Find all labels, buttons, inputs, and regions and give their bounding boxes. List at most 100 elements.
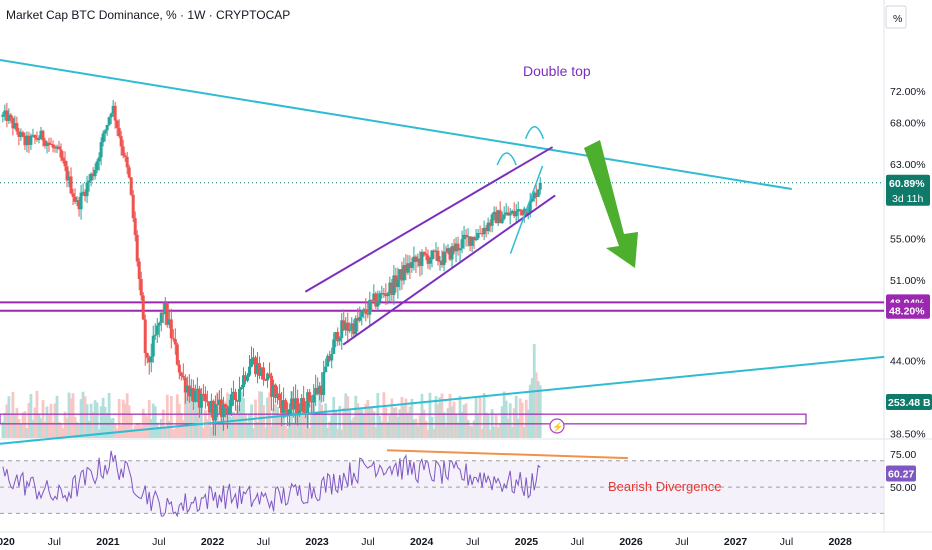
volume-bar — [151, 403, 155, 438]
candle-body — [402, 265, 406, 281]
volume-bar — [31, 419, 35, 438]
candle-body — [478, 233, 482, 235]
candle-body — [241, 375, 245, 388]
zone-tag-lower — [886, 302, 930, 319]
candle-body — [292, 398, 296, 410]
y-tick-label: 51.00% — [890, 275, 926, 287]
volume-bar — [498, 424, 502, 438]
candle-body — [203, 394, 207, 402]
volume-bar — [39, 418, 43, 438]
candle-body — [11, 118, 15, 129]
candle-body — [187, 385, 191, 397]
candle-body — [69, 176, 73, 194]
candle-body — [113, 105, 117, 121]
volume-bar — [304, 401, 308, 438]
candle-body — [179, 372, 183, 376]
candle-body — [468, 236, 472, 246]
candle-body — [89, 173, 93, 181]
volume-bar — [292, 422, 296, 438]
volume-bar — [512, 408, 516, 438]
volume-bar — [308, 427, 312, 438]
volume-bar — [340, 429, 344, 438]
volume-bar — [264, 427, 267, 438]
volume-bar — [185, 398, 189, 438]
volume-bar — [99, 406, 103, 438]
volume-bar — [536, 381, 540, 438]
candle-body — [55, 146, 59, 149]
candle-body — [243, 375, 247, 381]
candle-body — [444, 251, 448, 253]
x-tick-label: Jul — [675, 536, 688, 548]
candle-body — [374, 293, 378, 307]
candle-body — [364, 309, 368, 314]
candle-body — [1, 114, 5, 117]
volume-bar — [17, 419, 21, 438]
scale-mode-button[interactable] — [885, 5, 907, 29]
x-tick-label: 2020 — [0, 536, 15, 548]
volume-bar — [332, 397, 336, 438]
volume-bar — [234, 414, 237, 438]
volume-bar — [352, 417, 356, 438]
candle-body — [462, 234, 466, 240]
candle-body — [342, 320, 346, 331]
chart-title: Market Cap BTC Dominance, % · 1W · CRYPT… — [6, 8, 291, 22]
candle-body — [484, 227, 488, 232]
candle-body — [163, 303, 167, 315]
candle-body — [336, 332, 340, 342]
candle-body — [29, 136, 33, 145]
volume-bar — [127, 405, 131, 438]
candle-body — [380, 293, 384, 295]
volume-bar — [320, 404, 324, 438]
candle-body — [77, 200, 81, 210]
volume-bar — [350, 420, 354, 438]
candle-body — [502, 214, 506, 219]
candle-body — [250, 358, 254, 367]
candle-body — [346, 322, 350, 331]
y-tick-label: 38.50% — [890, 429, 926, 441]
candle-body — [195, 388, 199, 391]
candle-body — [286, 409, 290, 414]
candle-body — [390, 282, 394, 295]
volume-bar — [430, 416, 434, 438]
candle-body — [103, 130, 107, 134]
candle-body — [57, 146, 61, 150]
candle-body — [91, 173, 95, 177]
candle-body — [3, 110, 7, 115]
candle-body — [350, 323, 354, 331]
volume-bar — [55, 395, 59, 438]
x-tick-label: 2023 — [305, 536, 329, 548]
candle-body — [306, 392, 310, 414]
candle-body — [183, 377, 187, 393]
channel-upper-line — [304, 146, 554, 293]
volume-bar — [314, 412, 318, 438]
volume-bar — [165, 394, 169, 438]
volume-bar — [65, 417, 69, 438]
volume-bar — [139, 425, 143, 438]
volume-bar — [169, 395, 173, 438]
candle-body — [282, 400, 286, 413]
candle-body — [510, 210, 514, 214]
candle-body — [382, 293, 386, 295]
event-icon — [549, 418, 565, 434]
candle-body — [370, 299, 374, 301]
candle-body — [41, 130, 45, 141]
volume-bar — [522, 427, 526, 438]
candle-body — [378, 293, 382, 302]
volume-bar — [460, 411, 464, 438]
candle-body — [384, 294, 388, 297]
candle-body — [219, 399, 223, 417]
volume-bar — [288, 421, 292, 438]
candle-body — [123, 155, 127, 157]
candle-body — [310, 401, 314, 403]
candle-body — [191, 388, 195, 402]
candle-body — [472, 237, 476, 241]
candle-body — [298, 410, 302, 415]
candle-body — [39, 130, 43, 139]
volume-bar — [318, 393, 322, 438]
candle-body — [109, 113, 113, 118]
candle-body — [414, 256, 418, 262]
x-tick-label: Jul — [571, 536, 584, 548]
volume-bar — [530, 378, 534, 438]
candle-body — [63, 160, 67, 167]
